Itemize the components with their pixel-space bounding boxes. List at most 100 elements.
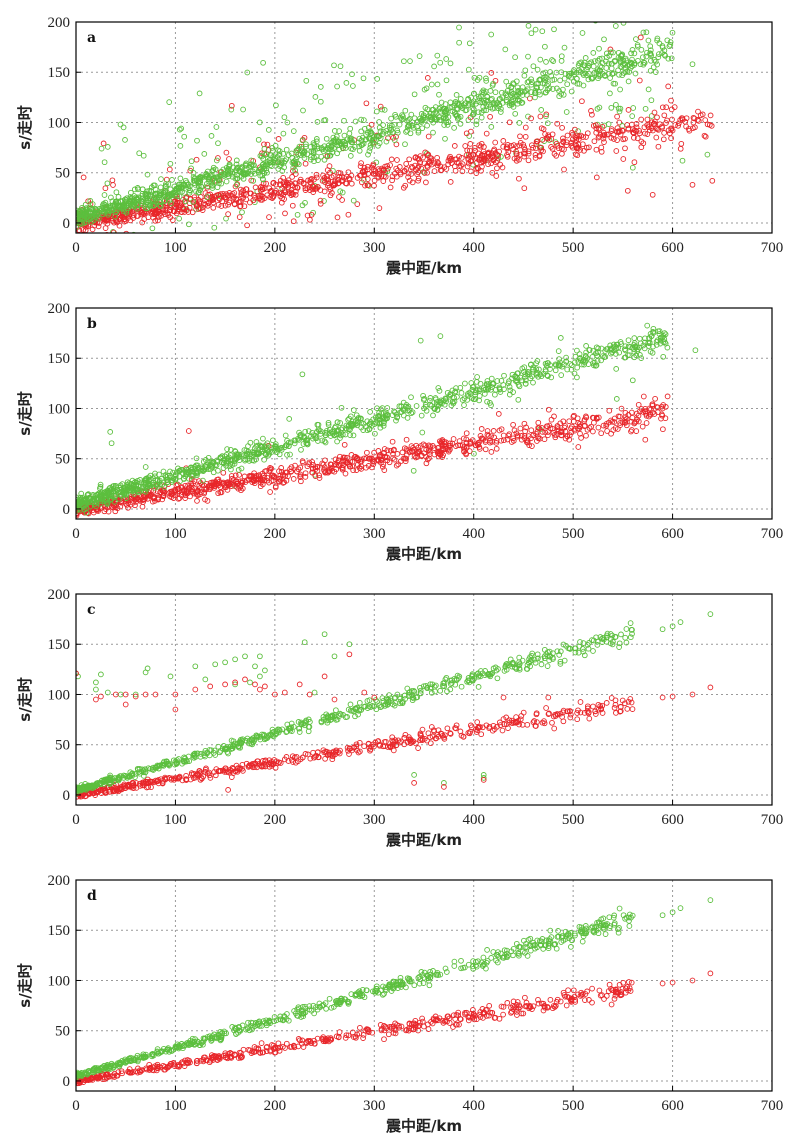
s-wave-point (278, 761, 283, 766)
s-wave-point (665, 394, 670, 399)
s-wave-point (475, 720, 480, 725)
p-noise-point (552, 27, 557, 32)
s-wave-point (420, 727, 425, 732)
s-wave-point (678, 146, 683, 151)
x-tick-label: 200 (264, 526, 287, 542)
p-wave-point (224, 179, 229, 184)
p-noise-point (137, 151, 142, 156)
p-noise-point (526, 23, 531, 28)
x-tick-label: 200 (264, 240, 287, 256)
p-noise-point (266, 127, 271, 132)
s-noise-point (337, 195, 342, 200)
p-wave-point (463, 381, 468, 386)
s-wave-point (494, 446, 499, 451)
s-wave-point (710, 178, 715, 183)
p-noise-point (617, 109, 622, 114)
p-noise-point (408, 59, 413, 64)
s-wave-point (365, 450, 370, 455)
p-noise-point (295, 212, 300, 217)
p-noise-point (300, 372, 305, 377)
s-noise-point (489, 71, 494, 76)
s-wave-point (311, 750, 316, 755)
s-wave-point (630, 707, 635, 712)
s-wave-point (126, 505, 131, 510)
p-wave-point (475, 375, 480, 380)
s-wave-point (486, 162, 491, 167)
p-wave-point (299, 447, 304, 452)
s-wave-point (211, 205, 216, 210)
s-noise-point (167, 167, 172, 172)
p-noise-point (344, 81, 349, 86)
p-noise-point (608, 91, 613, 96)
p-wave-point (604, 66, 609, 71)
s-wave-point (451, 437, 456, 442)
p-noise-point (429, 82, 434, 87)
p-wave-point (493, 90, 498, 95)
s-wave-point (645, 117, 650, 122)
s-noise-point (245, 223, 250, 228)
p-noise-point (339, 405, 344, 410)
p-noise-point (118, 122, 123, 127)
p-wave-point (158, 185, 163, 190)
p-wave-point (459, 391, 464, 396)
p-noise-point (240, 210, 245, 215)
p-wave-point (347, 131, 352, 136)
p-wave-point (565, 82, 570, 87)
s-noise-point (224, 150, 229, 155)
s-noise-point (335, 215, 340, 220)
p-wave-point (616, 68, 621, 73)
s-wave-point (599, 431, 604, 436)
p-noise-point (202, 152, 207, 157)
p-noise-point (618, 87, 623, 92)
p-noise-point (631, 106, 636, 111)
p-wave-point (639, 47, 644, 52)
p-noise-point (182, 134, 187, 139)
s-wave-point (188, 494, 193, 499)
s-wave-point (226, 212, 231, 217)
s-wave-point (526, 158, 531, 163)
s-wave-point (362, 744, 367, 749)
s-noise-point (666, 84, 671, 89)
s-wave-point (521, 710, 526, 715)
s-wave-point (140, 504, 145, 509)
s-wave-point (388, 185, 393, 190)
p-noise-point (543, 44, 548, 49)
p-wave-point (584, 344, 589, 349)
p-noise-point (643, 106, 648, 111)
s-wave-point (469, 169, 474, 174)
p-wave-point (609, 66, 614, 71)
s-wave-point (489, 450, 494, 455)
p-wave-point (408, 131, 413, 136)
s-wave-point (561, 719, 566, 724)
p-wave-point (614, 367, 619, 372)
p-wave-point (436, 386, 441, 391)
s-noise-point (538, 114, 543, 119)
p-noise-point (580, 31, 585, 36)
p-noise-point (531, 64, 536, 69)
s-wave-point (507, 432, 512, 437)
s-noise-point (268, 490, 273, 495)
p-noise-point (335, 84, 340, 89)
p-noise-point (351, 84, 356, 89)
s-noise-point (632, 160, 637, 165)
p-noise-point (121, 125, 126, 130)
p-wave-point (632, 336, 637, 341)
p-wave-point (476, 110, 481, 115)
p-wave-point (351, 433, 356, 438)
s-wave-point (708, 113, 713, 118)
s-wave-point (530, 444, 535, 449)
s-wave-point (75, 233, 80, 238)
p-noise-point (438, 334, 443, 339)
p-noise-point (402, 59, 407, 64)
p-noise-point (361, 76, 366, 81)
s-wave-point (483, 447, 488, 452)
panel-letter: a (87, 30, 96, 46)
s-wave-point (546, 433, 551, 438)
p-noise-point (559, 54, 564, 59)
p-wave-point (406, 118, 411, 123)
p-noise-point (457, 40, 462, 45)
p-noise-point (435, 82, 440, 87)
p-noise-point (141, 153, 146, 158)
